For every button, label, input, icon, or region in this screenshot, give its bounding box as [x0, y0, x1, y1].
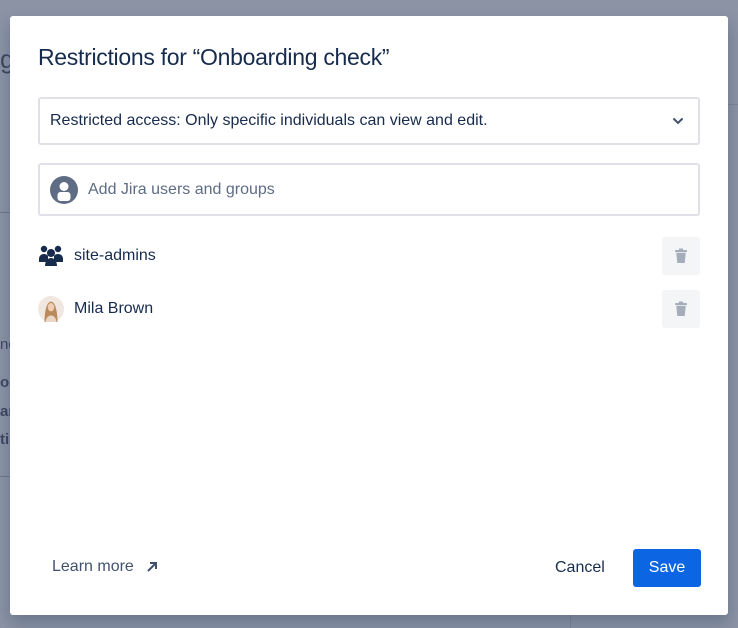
entry-name: site-admins: [74, 247, 156, 264]
restrictions-dialog: Restrictions for “Onboarding check” Rest…: [10, 16, 728, 615]
background-text: ti: [0, 431, 10, 448]
add-users-placeholder: Add Jira users and groups: [88, 180, 275, 198]
external-link-icon: [147, 562, 157, 572]
background-text: nc: [0, 336, 10, 353]
access-level-value: Restricted access: Only specific individ…: [50, 112, 488, 129]
access-level-select[interactable]: Restricted access: Only specific individ…: [38, 97, 700, 145]
cancel-button[interactable]: Cancel: [544, 549, 616, 587]
user-avatar-icon: [50, 175, 78, 204]
background-divider: [728, 104, 738, 105]
add-users-input[interactable]: Add Jira users and groups: [38, 163, 700, 216]
delete-button[interactable]: [662, 290, 700, 328]
restriction-entry: Mila Brown: [38, 290, 700, 328]
background-divider: [0, 476, 10, 477]
restriction-entry: site-admins: [38, 237, 700, 275]
user-photo-avatar: [38, 296, 64, 322]
group-icon: [38, 243, 64, 269]
dialog-title: Restrictions for “Onboarding check”: [38, 44, 390, 70]
background-text: g: [0, 44, 10, 74]
background-divider: [0, 212, 10, 213]
background-text: ar: [0, 403, 10, 420]
learn-more-link[interactable]: Learn more: [52, 558, 158, 576]
learn-more-label: Learn more: [52, 558, 134, 575]
background-divider: [570, 615, 571, 628]
save-button[interactable]: Save: [633, 549, 701, 587]
background-text: or: [0, 374, 10, 391]
chevron-down-icon: [668, 112, 688, 130]
entry-name: Mila Brown: [74, 300, 154, 317]
delete-button[interactable]: [662, 237, 700, 275]
trash-icon: [675, 248, 687, 263]
trash-icon: [675, 301, 687, 316]
